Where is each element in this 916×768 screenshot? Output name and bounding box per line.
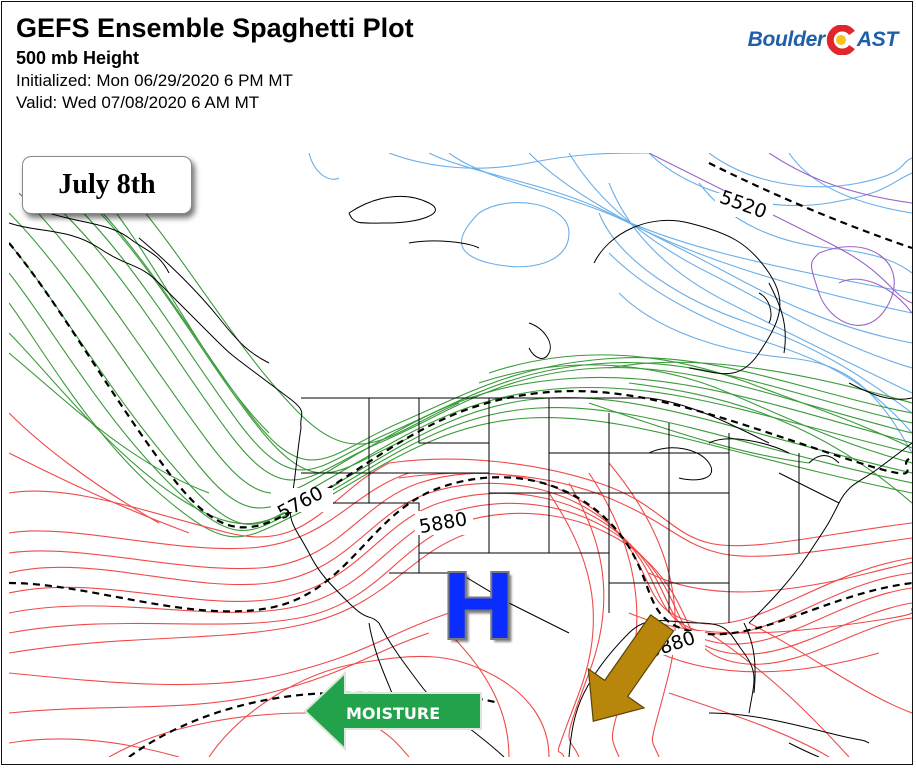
contour-5880 bbox=[9, 476, 912, 636]
map-canvas: 5520 5760 5880 5880 MOISTURE bbox=[9, 153, 912, 757]
initialized-time: Initialized: Mon 06/29/2020 6 PM MT bbox=[16, 71, 293, 90]
header: GEFS Ensemble Spaghetti Plot 500 mb Heig… bbox=[16, 12, 414, 114]
colorado-flag-c-icon bbox=[826, 25, 855, 55]
gold-arrow bbox=[587, 614, 675, 722]
bouldercast-logo: Boulder AST bbox=[748, 20, 898, 60]
date-badge: July 8th bbox=[22, 156, 192, 214]
purple-ensemble-lines bbox=[648, 153, 912, 326]
logo-text-left: Boulder bbox=[747, 28, 826, 51]
logo-text-right: AST bbox=[856, 28, 898, 51]
plot-title: GEFS Ensemble Spaghetti Plot bbox=[16, 13, 414, 43]
plot-subtitle: 500 mb Height bbox=[16, 48, 140, 68]
moisture-label: MOISTURE bbox=[346, 704, 440, 723]
date-badge-label: July 8th bbox=[58, 169, 156, 200]
contour-5760 bbox=[9, 242, 912, 529]
moisture-arrow: MOISTURE bbox=[303, 670, 482, 752]
contour-5520 bbox=[708, 162, 912, 250]
valid-time: Valid: Wed 07/08/2020 6 AM MT bbox=[16, 93, 260, 112]
high-pressure-label: H bbox=[439, 554, 518, 661]
green-ensemble-lines bbox=[9, 162, 912, 538]
weather-map: 5520 5760 5880 5880 MOISTURE bbox=[9, 153, 912, 757]
